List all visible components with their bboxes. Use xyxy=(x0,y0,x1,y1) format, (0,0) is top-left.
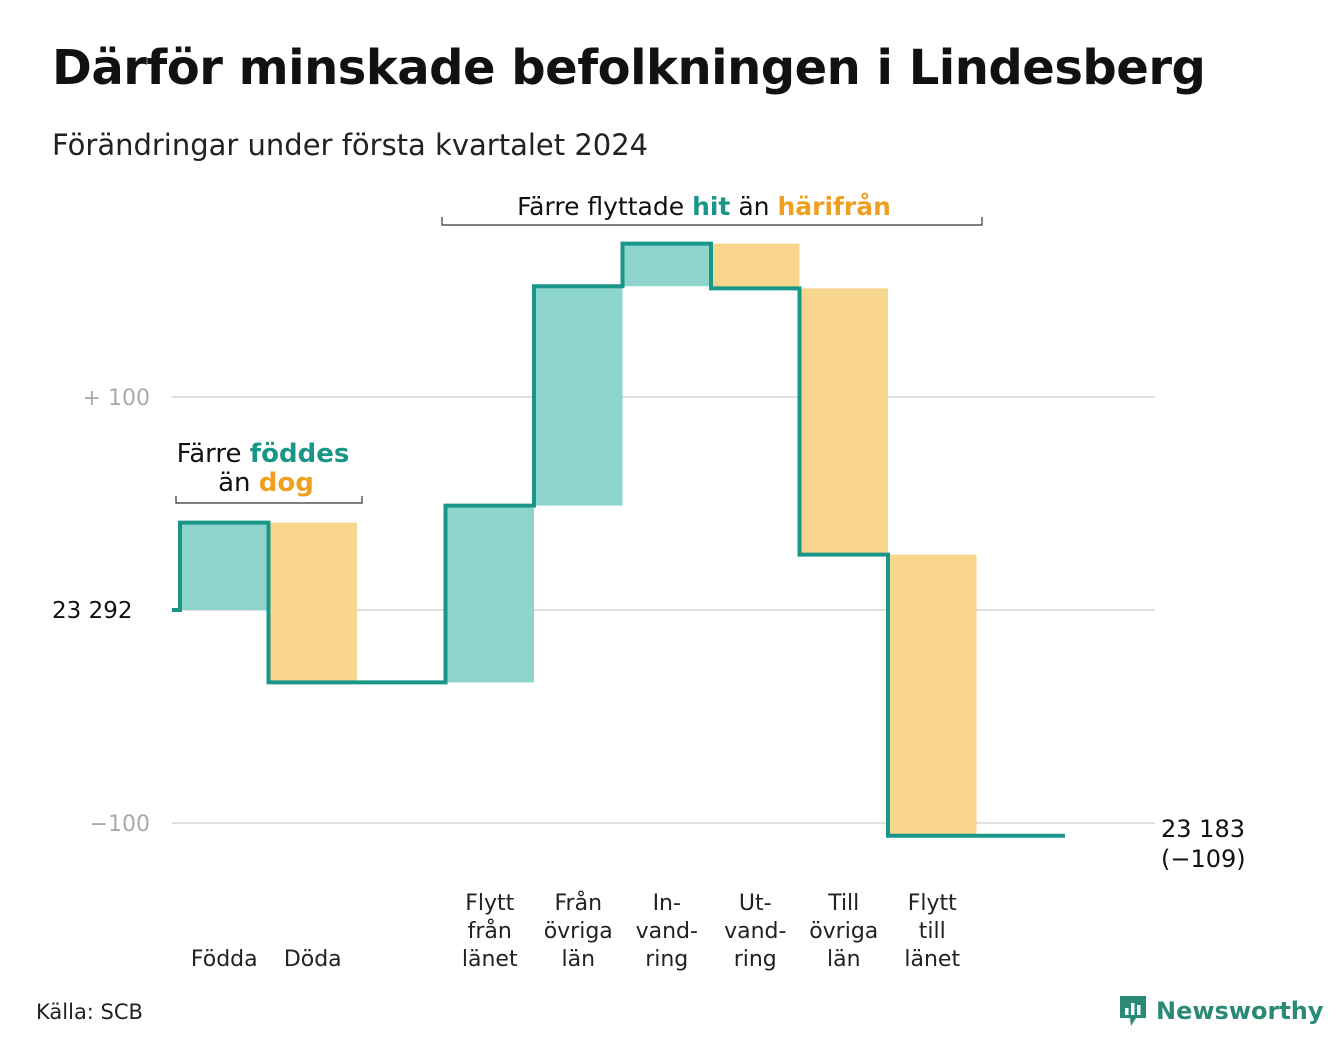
category-label: Till xyxy=(827,891,859,916)
migration-annotation: Färre flyttade hit än härifrån xyxy=(517,192,891,221)
category-label: till xyxy=(919,919,946,944)
bar-decrease xyxy=(711,243,800,289)
chart-subtitle: Förändringar under första kvartalet 2024 xyxy=(52,128,649,162)
category-label: länet xyxy=(462,947,518,972)
births-annotation-line1: Färre föddes xyxy=(177,439,350,469)
bar-decrease xyxy=(268,522,357,683)
category-label: Från xyxy=(554,890,602,916)
y-tick-label: + 100 xyxy=(83,386,150,411)
category-label: län xyxy=(561,947,595,972)
category-label: Födda xyxy=(191,947,258,972)
cumulative-step-line xyxy=(172,241,1065,838)
newsworthy-logo: Newsworthy xyxy=(1118,994,1324,1028)
bar-decrease xyxy=(888,554,977,836)
category-label: Flytt xyxy=(908,891,957,916)
brand-name: Newsworthy xyxy=(1156,997,1324,1025)
category-label: ring xyxy=(734,947,777,972)
category-label: övriga xyxy=(809,919,878,944)
migration-annotation-bracket xyxy=(441,217,983,226)
bar-increase xyxy=(534,286,623,506)
category-label: från xyxy=(468,918,512,944)
start-value-label: 23 292 xyxy=(52,598,132,624)
births-annotation-line2: än dog xyxy=(218,468,314,498)
category-label: övriga xyxy=(544,919,613,944)
category-label: Flytt xyxy=(465,891,514,916)
bar-increase xyxy=(622,243,711,287)
category-label: vand- xyxy=(636,919,698,944)
category-label: Ut- xyxy=(739,891,772,916)
bar-increase xyxy=(180,522,269,610)
category-label: Döda xyxy=(284,947,342,972)
bar-increase xyxy=(445,505,534,683)
end-value-label: 23 183 xyxy=(1161,815,1245,843)
source-label: Källa: SCB xyxy=(36,1000,143,1024)
y-tick-label: −100 xyxy=(90,812,150,837)
bar-decrease xyxy=(799,288,888,555)
category-label: ring xyxy=(645,947,688,972)
newsworthy-icon xyxy=(1120,996,1146,1026)
category-label: länet xyxy=(904,947,960,972)
end-change-label: (−109) xyxy=(1161,845,1246,873)
category-label: In- xyxy=(653,891,681,916)
births-annotation-bracket xyxy=(175,496,363,504)
chart-title: Därför minskade befolkningen i Lindesber… xyxy=(52,40,1206,96)
category-label: vand- xyxy=(724,919,786,944)
category-label: län xyxy=(827,947,861,972)
